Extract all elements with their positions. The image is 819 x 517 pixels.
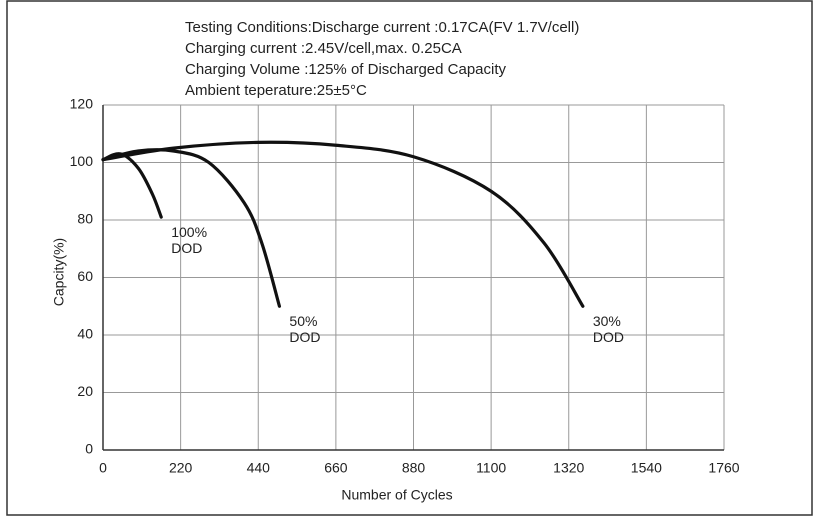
- y-axis-label: Capcity(%): [51, 238, 67, 306]
- series-line: [101, 140, 585, 308]
- header-line: Charging current :2.45V/cell,max. 0.25CA: [185, 40, 462, 57]
- y-tick-label: 40: [77, 326, 93, 342]
- header-line: Ambient teperature:25±5°C: [185, 82, 367, 99]
- x-tick-label: 440: [247, 460, 271, 476]
- x-tick-label: 220: [169, 460, 193, 476]
- y-tick-label: 100: [70, 153, 94, 169]
- curve-label: DOD: [171, 240, 202, 256]
- curve-label: 50%: [289, 313, 317, 329]
- y-tick-label: 120: [70, 96, 94, 112]
- x-tick-label: 1540: [631, 460, 662, 476]
- curve-label: 30%: [593, 313, 621, 329]
- y-tick-label: 0: [85, 441, 93, 457]
- x-tick-label: 880: [402, 460, 426, 476]
- header-line: Charging Volume :125% of Discharged Capa…: [185, 61, 507, 78]
- x-tick-label: 660: [324, 460, 348, 476]
- x-tick-label: 1760: [708, 460, 739, 476]
- curve-label: DOD: [289, 329, 320, 345]
- x-tick-label: 0: [99, 460, 107, 476]
- x-tick-label: 1100: [476, 460, 506, 476]
- y-tick-label: 20: [77, 383, 93, 399]
- x-tick-label: 1320: [553, 460, 584, 476]
- frame: [6, 0, 813, 516]
- x-axis-label: Number of Cycles: [341, 487, 452, 503]
- series-line: [101, 152, 163, 219]
- y-tick-label: 80: [77, 211, 93, 227]
- series-line: [101, 148, 282, 308]
- curve-label: DOD: [593, 329, 624, 345]
- y-tick-label: 60: [77, 268, 93, 284]
- curve-label: 100%: [171, 224, 207, 240]
- header-line: Testing Conditions:Discharge current :0.…: [185, 19, 579, 36]
